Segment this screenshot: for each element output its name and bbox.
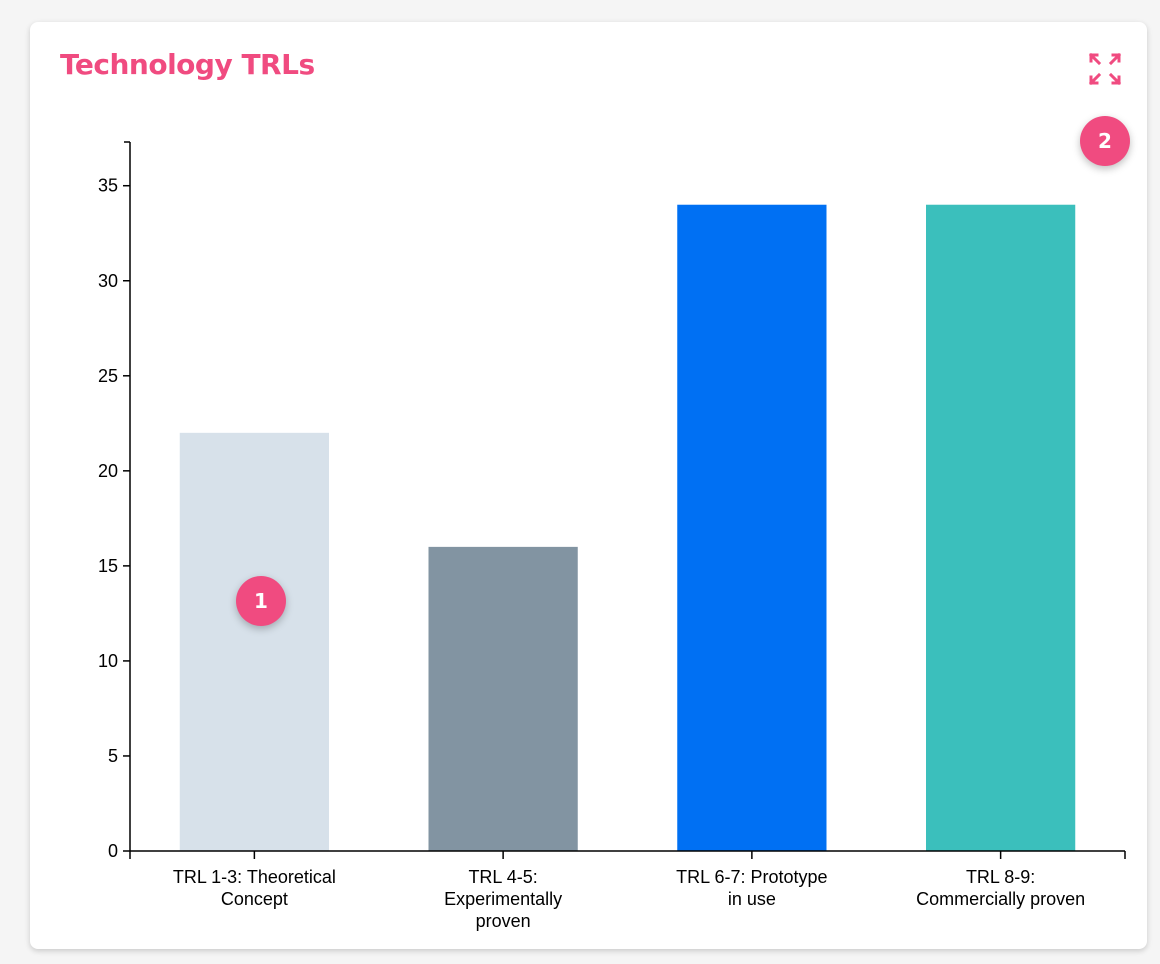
y-axis: 0 5 10 15 20 25 30 35 (98, 141, 131, 861)
expand-icon[interactable] (1088, 52, 1122, 86)
x-tick-label: TRL 1-3: Theoretical Concept (173, 867, 336, 909)
x-tick-label: TRL 8-9: Commercially proven (916, 867, 1085, 909)
chart-card: Technology TRLs 0 5 10 15 20 25 30 35 TRL 1-3: … (30, 22, 1147, 949)
bar-chart: 0 5 10 15 20 25 30 35 TRL 1-3: Theoretical Conce… (98, 141, 1126, 931)
y-tick-label: 25 (98, 366, 118, 386)
y-tick-label: 0 (108, 841, 118, 861)
y-tick-label: 35 (98, 176, 118, 196)
step-badge-2[interactable]: 2 (1080, 116, 1130, 166)
bars (179, 204, 1076, 851)
x-axis: TRL 1-3: Theoretical Concept TRL 4-5: Exper… (129, 850, 1126, 931)
y-tick-label: 20 (98, 461, 118, 481)
card-title: Technology TRLs (60, 48, 315, 81)
bar-4[interactable] (926, 204, 1076, 851)
bar-2[interactable] (428, 546, 578, 851)
y-tick-label: 5 (108, 746, 118, 766)
x-tick-label: TRL 4-5: Experimentally proven (444, 867, 562, 931)
y-tick-label: 10 (98, 651, 118, 671)
bar-1[interactable] (179, 432, 329, 851)
y-tick-label: 30 (98, 271, 118, 291)
y-tick-label: 15 (98, 556, 118, 576)
x-tick-label: TRL 6-7: Prototype in use (676, 867, 827, 909)
bar-3[interactable] (677, 204, 827, 851)
step-badge-1[interactable]: 1 (236, 576, 286, 626)
